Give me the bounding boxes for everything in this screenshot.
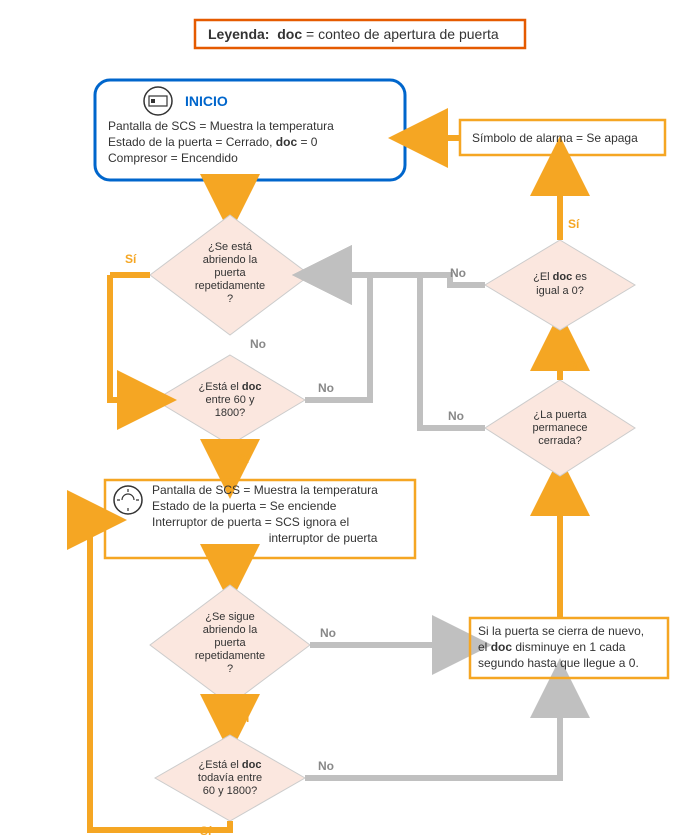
- start-node: INICIO Pantalla de SCS = Muestra la temp…: [95, 80, 405, 180]
- svg-text:cerrada?: cerrada?: [538, 435, 581, 447]
- flowchart-canvas: Leyenda: doc = conteo de apertura de pue…: [0, 0, 688, 839]
- svg-text:1800?: 1800?: [215, 407, 246, 419]
- svg-text:¿Está el doc: ¿Está el doc: [199, 759, 262, 771]
- legend: Leyenda: doc = conteo de apertura de pue…: [195, 20, 525, 48]
- legend-label: Leyenda:: [208, 26, 269, 42]
- svg-text:el doc disminuye en 1 cada: el doc disminuye en 1 cada: [478, 640, 626, 654]
- svg-text:abriendo la: abriendo la: [203, 254, 258, 266]
- svg-text:Leyenda: doc = conteo de ape: Leyenda: doc = conteo de apertura de pue…: [208, 26, 499, 42]
- svg-text:entre 60 y: entre 60 y: [206, 394, 255, 406]
- svg-text:repetidamente: repetidamente: [195, 280, 265, 292]
- svg-text:No: No: [318, 759, 334, 773]
- decision-q4: ¿Está el doc todavía entre 60 y 1800?: [155, 735, 305, 821]
- svg-text:Sí: Sí: [568, 359, 580, 373]
- start-icon: [144, 87, 172, 115]
- svg-text:todavía entre: todavía entre: [198, 772, 262, 784]
- edge-q1-yes-b: [110, 275, 153, 400]
- edge-q4-no: [305, 682, 560, 778]
- svg-text:Estado de la puerta = Cerrado,: Estado de la puerta = Cerrado, doc = 0: [108, 135, 318, 149]
- label-q1-yes: Sí: [125, 252, 137, 266]
- svg-text:Símbolo de alarma = Se apaga: Símbolo de alarma = Se apaga: [472, 131, 638, 145]
- start-title: INICIO: [185, 93, 228, 109]
- svg-text:No: No: [448, 409, 464, 423]
- svg-text:Sí: Sí: [238, 711, 250, 725]
- decision-q3: ¿Se sigue abriendo la puerta repetidamen…: [150, 585, 310, 705]
- svg-text:¿Se está: ¿Se está: [208, 241, 253, 253]
- edge-q2-no: [305, 275, 370, 400]
- edge-q5-no: [316, 275, 485, 428]
- svg-text:segundo hasta que llegue a 0.: segundo hasta que llegue a 0.: [478, 656, 639, 670]
- svg-text:No: No: [450, 266, 466, 280]
- svg-text:puerta: puerta: [214, 637, 246, 649]
- svg-text:¿Está el doc: ¿Está el doc: [199, 381, 262, 393]
- svg-text:repetidamente: repetidamente: [195, 650, 265, 662]
- svg-text:No: No: [320, 626, 336, 640]
- process-p2: Si la puerta se cierra de nuevo, el doc …: [470, 618, 668, 678]
- svg-text:60 y 1800?: 60 y 1800?: [203, 785, 257, 797]
- svg-text:permanece: permanece: [532, 422, 587, 434]
- svg-text:Sí: Sí: [238, 452, 250, 466]
- svg-text:abriendo la: abriendo la: [203, 624, 258, 636]
- svg-text:Si la puerta se cierra de nuev: Si la puerta se cierra de nuevo,: [478, 624, 644, 638]
- svg-text:Estado de la puerta = Se enci: Estado de la puerta = Se enciende: [152, 499, 337, 513]
- svg-text:igual a 0?: igual a 0?: [536, 285, 584, 297]
- svg-text:¿La puerta: ¿La puerta: [533, 409, 587, 421]
- svg-text:?: ?: [227, 663, 233, 675]
- label-q1-no: No: [250, 337, 266, 351]
- svg-text:Pantalla de SCS = Muestra la t: Pantalla de SCS = Muestra la temperatura: [152, 483, 378, 497]
- process-p1: Pantalla de SCS = Muestra la temperatura…: [105, 480, 415, 558]
- svg-text:¿Se sigue: ¿Se sigue: [205, 611, 255, 623]
- svg-text:Interruptor de puerta = SCS ig: Interruptor de puerta = SCS ignora el: [152, 515, 349, 529]
- svg-text:No: No: [318, 381, 334, 395]
- decision-q5: ¿La puerta permanece cerrada?: [485, 380, 635, 476]
- start-line-2: Compresor = Encendido: [108, 151, 238, 165]
- start-line-0: Pantalla de SCS = Muestra la temperatura: [108, 119, 334, 133]
- svg-text:interruptor de puerta: interruptor de puerta: [152, 531, 378, 545]
- svg-text:Sí: Sí: [568, 217, 580, 231]
- decision-q6: ¿El doc es igual a 0?: [485, 240, 635, 330]
- decision-q2: ¿Está el doc entre 60 y 1800?: [155, 355, 305, 445]
- svg-text:Sí: Sí: [200, 824, 212, 838]
- svg-text:?: ?: [227, 293, 233, 305]
- decision-q1: ¿Se está abriendo la puerta repetidament…: [150, 215, 310, 335]
- svg-text:puerta: puerta: [214, 267, 246, 279]
- process-p3: Símbolo de alarma = Se apaga: [460, 120, 665, 155]
- svg-text:¿El doc es: ¿El doc es: [533, 271, 587, 283]
